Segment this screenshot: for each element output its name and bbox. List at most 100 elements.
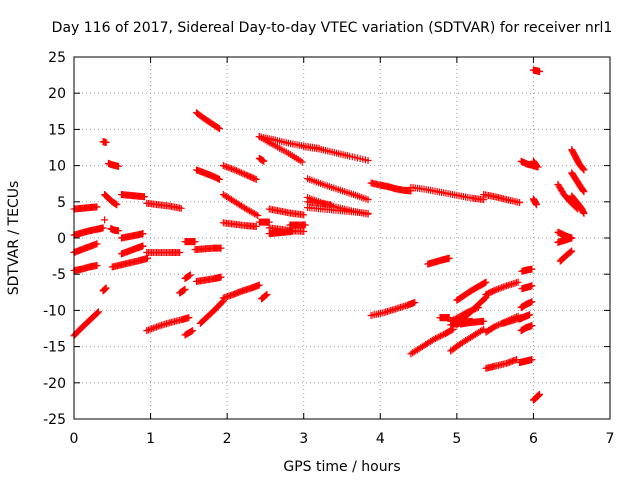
series-arc-49 [407, 325, 457, 358]
data-point [480, 317, 488, 325]
x-tick-label: 0 [70, 431, 79, 447]
series-arc-19 [181, 327, 197, 339]
y-tick-label: -10 [43, 303, 66, 319]
data-point [239, 170, 247, 178]
y-tick-label: 0 [57, 231, 66, 247]
data-point [493, 322, 501, 330]
data-point [95, 308, 103, 316]
data-point [580, 166, 588, 174]
series-arc-25 [196, 297, 227, 327]
data-point [232, 167, 240, 175]
data-point [101, 216, 109, 224]
data-point [185, 314, 193, 322]
data-point [114, 162, 122, 170]
series-arc-40 [286, 221, 309, 229]
data-point [494, 321, 502, 329]
series-arc-56 [453, 293, 490, 329]
series-arc-14 [117, 191, 148, 201]
data-point [237, 169, 245, 177]
series-arc-08 [101, 216, 109, 224]
y-tick-label: -15 [43, 340, 66, 356]
data-point [445, 254, 453, 262]
series-arc-61 [482, 356, 521, 372]
series-arc-44 [304, 204, 372, 217]
data-point [146, 325, 154, 333]
data-point [114, 227, 122, 235]
series-arc-75 [554, 234, 576, 246]
data-point [567, 248, 575, 256]
data-point [490, 287, 498, 295]
x-tick-label: 7 [606, 431, 615, 447]
data-point [93, 203, 101, 211]
data-series [70, 66, 588, 404]
data-point [491, 286, 499, 294]
data-point [579, 165, 587, 173]
series-arc-54 [447, 325, 488, 355]
series-arc-47 [367, 298, 419, 319]
data-point [261, 292, 269, 300]
data-point [255, 281, 263, 289]
series-arc-29 [219, 191, 262, 220]
series-arc-67 [517, 322, 536, 335]
series-arc-18 [143, 199, 185, 212]
data-point [153, 323, 161, 331]
data-point [364, 209, 372, 217]
data-point [481, 294, 489, 302]
data-point [498, 284, 506, 292]
series-arc-64 [518, 265, 536, 275]
y-tick-label: 5 [57, 195, 66, 211]
series-arc-37 [265, 205, 308, 219]
series-arc-71 [529, 195, 540, 209]
data-point [532, 201, 540, 209]
data-point [528, 322, 536, 330]
series-arc-28 [219, 281, 263, 302]
series-arc-73 [529, 390, 544, 404]
chart-title: Day 116 of 2017, Sidereal Day-to-day VTE… [52, 20, 613, 36]
data-point [528, 298, 536, 306]
data-point [215, 175, 223, 183]
data-point [191, 238, 199, 246]
data-point [231, 166, 239, 174]
data-point [151, 324, 159, 332]
data-point [189, 327, 197, 335]
series-arc-11 [99, 284, 110, 295]
data-point [140, 193, 148, 201]
data-point [300, 211, 308, 219]
data-point [411, 298, 419, 306]
x-tick-label: 3 [299, 431, 308, 447]
data-point [181, 285, 189, 293]
data-point [298, 158, 306, 166]
data-point [579, 164, 587, 172]
data-point [176, 248, 184, 256]
x-tick-label: 2 [223, 431, 232, 447]
data-point [251, 175, 259, 183]
data-point [532, 162, 540, 170]
series-arc-45 [304, 198, 335, 209]
data-point [221, 162, 229, 170]
data-point [528, 265, 536, 273]
series-arc-57 [457, 317, 488, 328]
data-point [514, 278, 522, 286]
series-arc-07 [101, 191, 121, 209]
data-point [252, 175, 260, 183]
data-point [580, 188, 588, 196]
grid [74, 57, 610, 419]
series-arc-72 [529, 66, 544, 75]
data-point [490, 323, 498, 331]
data-point [139, 242, 147, 250]
data-point [188, 327, 196, 335]
data-point [580, 209, 588, 217]
data-point [143, 327, 151, 335]
data-point [93, 262, 101, 270]
data-point [433, 334, 441, 342]
data-point [482, 278, 490, 286]
series-arc-13 [117, 230, 147, 242]
data-point [229, 165, 237, 173]
data-point [241, 170, 249, 178]
series-arc-32 [255, 154, 268, 165]
series-arc-12 [108, 254, 152, 271]
data-point [438, 331, 446, 339]
series-arc-79 [568, 169, 588, 196]
series-arc-23 [191, 244, 225, 254]
data-point [260, 157, 268, 165]
